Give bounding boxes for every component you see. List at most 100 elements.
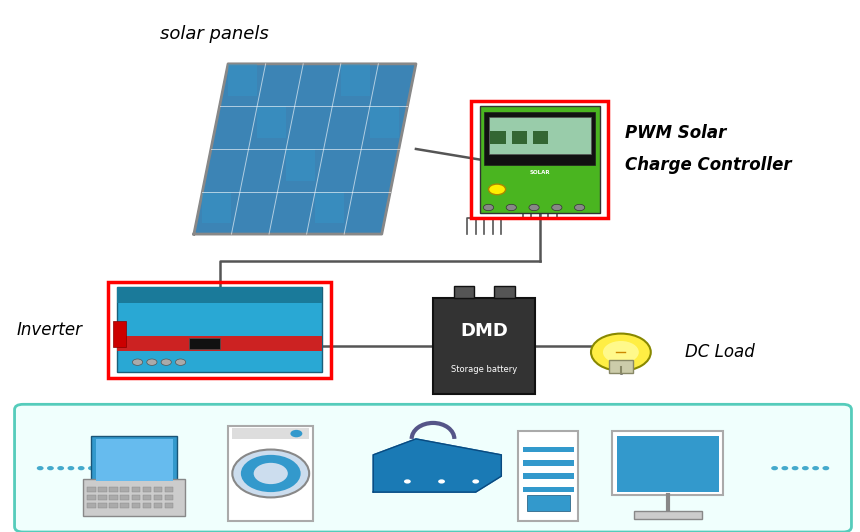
Bar (120, 503, 129, 508)
Bar (143, 503, 151, 508)
Circle shape (175, 359, 186, 365)
Bar (87, 503, 95, 508)
Text: Inverter: Inverter (17, 321, 83, 339)
Text: DMD: DMD (460, 322, 508, 340)
Text: PWM Solar: PWM Solar (625, 124, 727, 142)
Circle shape (507, 204, 516, 211)
Bar (109, 487, 118, 492)
Bar (91, 436, 177, 484)
Bar (370, 106, 399, 138)
Circle shape (552, 204, 562, 211)
Circle shape (88, 466, 95, 470)
Bar (165, 503, 174, 508)
Bar (488, 117, 591, 154)
Bar (494, 286, 515, 298)
Bar (533, 131, 549, 144)
Circle shape (254, 463, 288, 484)
Bar (154, 495, 163, 500)
Circle shape (67, 466, 74, 470)
Bar (480, 106, 599, 213)
Bar (120, 495, 129, 500)
Circle shape (58, 466, 64, 470)
Circle shape (291, 430, 303, 437)
Bar (98, 487, 107, 492)
Bar (484, 112, 595, 165)
Circle shape (232, 450, 310, 497)
Circle shape (792, 466, 799, 470)
Bar (95, 439, 173, 481)
Bar (87, 495, 95, 500)
Circle shape (241, 455, 301, 492)
Bar (117, 287, 322, 303)
Circle shape (37, 466, 44, 470)
Text: DC Load: DC Load (685, 343, 755, 361)
Bar (228, 64, 257, 96)
Bar (527, 495, 569, 511)
Bar (109, 495, 118, 500)
Circle shape (47, 466, 54, 470)
Bar (98, 503, 107, 508)
Bar (341, 64, 370, 96)
Circle shape (574, 204, 585, 211)
Bar (453, 286, 474, 298)
Bar (108, 282, 330, 378)
Bar (83, 479, 186, 516)
Bar (519, 431, 578, 521)
Circle shape (802, 466, 808, 470)
Bar (132, 503, 140, 508)
Bar (132, 495, 140, 500)
Text: SOLAR: SOLAR (530, 170, 550, 175)
Circle shape (472, 479, 479, 484)
Text: Storage battery: Storage battery (452, 365, 518, 374)
Circle shape (161, 359, 171, 365)
Circle shape (812, 466, 819, 470)
Bar (109, 503, 118, 508)
Bar (98, 495, 107, 500)
Circle shape (782, 466, 789, 470)
Bar (154, 487, 163, 492)
Bar (165, 495, 174, 500)
Bar (232, 428, 310, 439)
Bar (143, 495, 151, 500)
Bar (132, 487, 140, 492)
Bar (120, 487, 129, 492)
Bar (523, 487, 574, 492)
Text: solar panels: solar panels (160, 24, 268, 43)
Bar (87, 487, 95, 492)
Circle shape (77, 466, 84, 470)
FancyBboxPatch shape (15, 404, 851, 532)
Circle shape (529, 204, 539, 211)
Bar (490, 131, 506, 144)
Circle shape (603, 341, 639, 363)
Bar (523, 447, 574, 452)
Bar (315, 192, 344, 223)
Circle shape (404, 479, 411, 484)
Bar (433, 298, 536, 394)
Bar (257, 106, 286, 138)
Bar (113, 321, 126, 347)
Bar (523, 460, 574, 466)
Circle shape (132, 359, 143, 365)
Circle shape (771, 466, 778, 470)
Bar (117, 336, 322, 351)
Bar (512, 131, 527, 144)
Circle shape (591, 334, 651, 371)
Bar (154, 503, 163, 508)
Bar (617, 436, 719, 492)
Bar (188, 338, 219, 348)
Bar (286, 149, 315, 181)
Bar (165, 487, 174, 492)
Circle shape (488, 184, 506, 195)
Bar (612, 431, 723, 495)
Bar (609, 360, 633, 372)
Bar (471, 101, 608, 218)
Text: Charge Controller: Charge Controller (625, 156, 792, 174)
Circle shape (438, 479, 445, 484)
Bar (228, 426, 313, 521)
Circle shape (147, 359, 157, 365)
Bar (143, 487, 151, 492)
Circle shape (822, 466, 829, 470)
Polygon shape (194, 64, 416, 234)
Bar (634, 511, 702, 519)
Bar (117, 287, 322, 372)
